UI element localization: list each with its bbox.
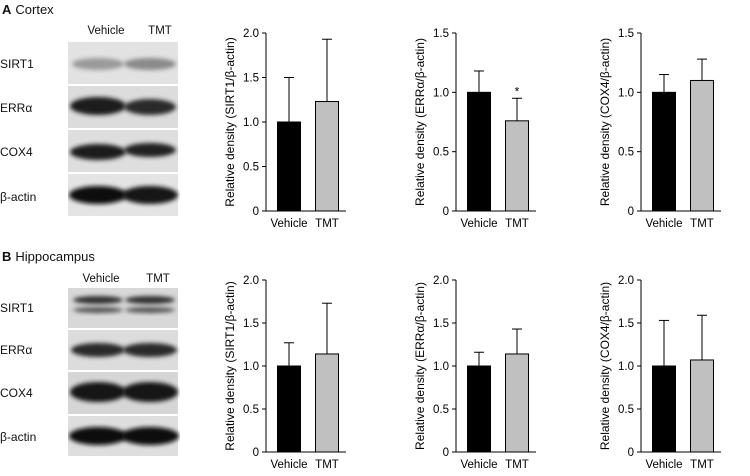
y-tick-label: 0.5 xyxy=(243,162,259,174)
panel-b-protein-sirt1: SIRT1 xyxy=(0,301,34,315)
chart-a-sirt1: Relative density (SIRT1/β-actin) 0 0.5 1.0 1… xyxy=(223,28,346,230)
panel-a-protein-cox4: COX4 xyxy=(0,145,33,159)
bar-vehicle xyxy=(652,365,676,453)
y-tick-label: 1.5 xyxy=(618,318,634,330)
panel-b-protein-erra: ERRα xyxy=(0,343,33,357)
bar-tmt xyxy=(505,353,529,453)
x-tick-label: TMT xyxy=(315,459,339,471)
y-tick-label: 0.5 xyxy=(618,147,634,159)
y-tick-label: 2.0 xyxy=(243,275,259,287)
bar-tmt xyxy=(505,120,529,212)
panel-a-protein-beta-actin: β-actin xyxy=(0,190,37,204)
chart-b-sirt1: Relative density (SIRT1/β-actin) 0 0.5 1.0 1… xyxy=(223,275,346,471)
y-axis-label: Relative density (COX4/β-actin) xyxy=(598,38,612,206)
x-tick-label: TMT xyxy=(690,218,714,230)
panel-b-lane-vehicle: Vehicle xyxy=(82,273,120,285)
y-tick-label: 1.0 xyxy=(243,361,259,373)
chart-b-erra: Relative density (ERRα/β-actin) 0 0.5 1.0 1.… xyxy=(413,275,536,471)
y-tick-label: 0 xyxy=(628,447,634,459)
y-tick-label: 0 xyxy=(443,447,449,459)
y-tick-label: 1.5 xyxy=(618,28,634,40)
bar-vehicle xyxy=(652,91,676,212)
panel-b-protein-beta-actin: β-actin xyxy=(0,430,37,444)
panel-b-lane-tmt: TMT xyxy=(146,273,170,285)
y-axis-label: Relative density (COX4/β-actin) xyxy=(598,282,612,450)
panel-b-western-blot xyxy=(68,288,179,456)
y-tick-label: 0 xyxy=(628,206,634,218)
bar-tmt xyxy=(315,353,339,453)
bar-vehicle xyxy=(467,91,491,212)
y-tick-label: 0 xyxy=(443,206,449,218)
y-tick-label: 1.0 xyxy=(618,361,634,373)
y-tick-label: 2.0 xyxy=(618,275,634,287)
panel-a-label: A Cortex xyxy=(2,2,54,17)
y-tick-label: 2.0 xyxy=(433,275,449,287)
panel-a-letter: A xyxy=(2,2,12,17)
y-tick-label: 0.5 xyxy=(618,404,634,416)
panel-a-western-blot xyxy=(68,42,178,216)
bar-vehicle xyxy=(277,365,301,453)
x-tick-label: TMT xyxy=(690,459,714,471)
x-tick-label: Vehicle xyxy=(270,218,307,230)
chart-a-cox4: Relative density (COX4/β-actin) 0 0.5 1.0 1.… xyxy=(598,28,721,230)
panel-a-protein-erra: ERRα xyxy=(0,101,33,115)
panel-b-label: B Hippocampus xyxy=(2,249,95,264)
bar-tmt xyxy=(315,101,339,212)
y-tick-label: 0 xyxy=(253,447,259,459)
panel-b-protein-cox4: COX4 xyxy=(0,386,33,400)
y-tick-label: 1.0 xyxy=(243,117,259,129)
bar-vehicle xyxy=(277,121,301,212)
x-tick-label: TMT xyxy=(505,218,529,230)
y-axis-label: Relative density (SIRT1/β-actin) xyxy=(223,37,237,206)
y-tick-label: 0.5 xyxy=(433,404,449,416)
y-tick-label: 0.5 xyxy=(433,147,449,159)
y-tick-label: 1.0 xyxy=(618,87,634,99)
y-tick-label: 1.5 xyxy=(433,318,449,330)
y-tick-label: 1.5 xyxy=(433,28,449,40)
chart-b-cox4: Relative density (COX4/β-actin) 0 0.5 1.0 1.… xyxy=(598,275,721,471)
y-tick-label: 1.5 xyxy=(243,73,259,85)
panel-a-protein-sirt1: SIRT1 xyxy=(0,57,34,71)
y-tick-label: 2.0 xyxy=(243,28,259,40)
significance-mark: * xyxy=(515,84,520,98)
x-tick-label: Vehicle xyxy=(270,459,307,471)
bar-tmt xyxy=(690,359,714,453)
y-axis-label: Relative density (ERRα/β-actin) xyxy=(413,38,427,206)
x-tick-label: TMT xyxy=(315,218,339,230)
x-tick-label: Vehicle xyxy=(460,218,497,230)
y-tick-label: 0 xyxy=(253,206,259,218)
y-axis-label: Relative density (ERRα/β-actin) xyxy=(413,282,427,450)
x-tick-label: Vehicle xyxy=(645,459,682,471)
y-axis-label: Relative density (SIRT1/β-actin) xyxy=(223,281,237,450)
y-tick-label: 1.0 xyxy=(433,87,449,99)
chart-a-erra: Relative density (ERRα/β-actin) 0 0.5 1.0 1.… xyxy=(413,28,536,230)
x-tick-label: Vehicle xyxy=(460,459,497,471)
panel-a-lane-tmt: TMT xyxy=(148,25,172,37)
bar-tmt xyxy=(690,79,714,212)
panel-a-title: Cortex xyxy=(15,2,54,17)
y-tick-label: 0.5 xyxy=(243,404,259,416)
x-tick-label: Vehicle xyxy=(645,218,682,230)
panel-a-lane-vehicle: Vehicle xyxy=(87,25,125,37)
panel-b-title: Hippocampus xyxy=(15,249,95,264)
y-tick-label: 1.0 xyxy=(433,361,449,373)
y-tick-label: 1.5 xyxy=(243,318,259,330)
bar-vehicle xyxy=(467,365,491,453)
x-tick-label: TMT xyxy=(505,459,529,471)
panel-b-letter: B xyxy=(2,249,12,264)
